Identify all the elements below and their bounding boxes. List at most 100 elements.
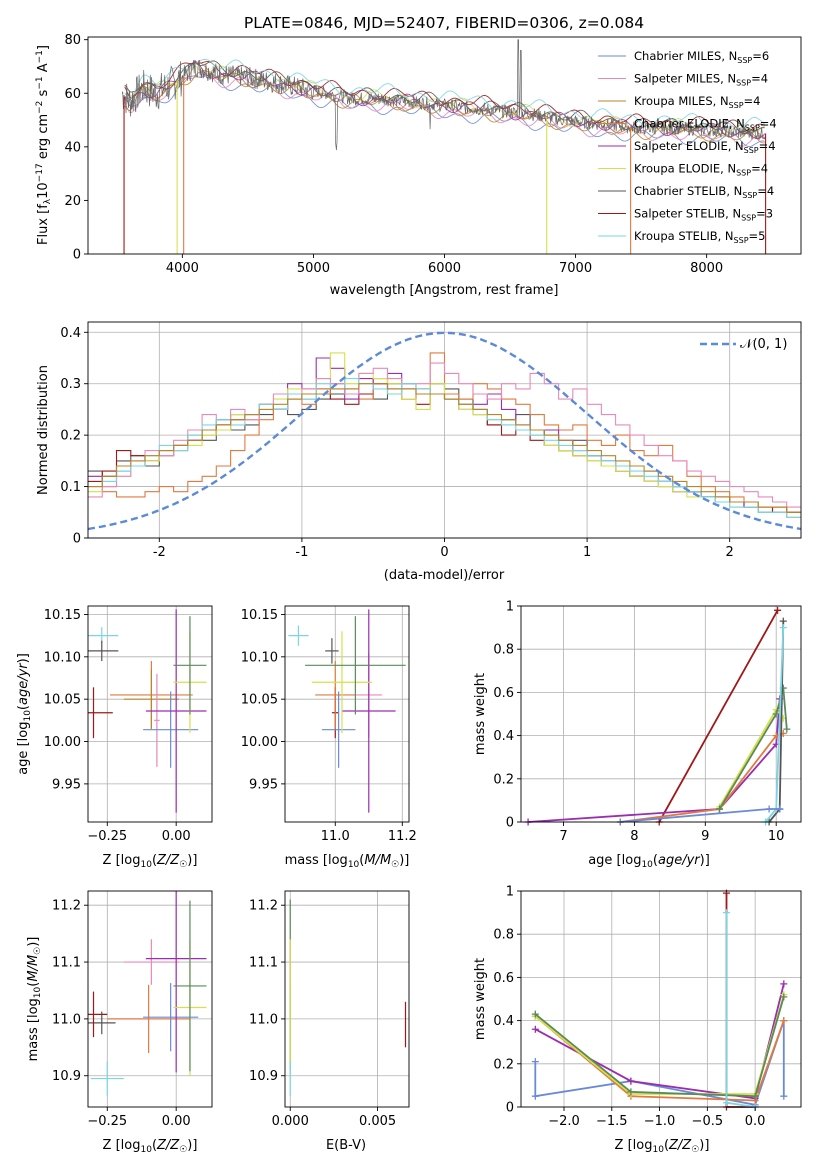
y-tick-label: 0.6 — [493, 686, 514, 701]
normal-reference-curve — [87, 331, 802, 531]
model-spectrum-line — [124, 74, 766, 147]
weight-marker — [772, 710, 780, 718]
y-tick-label: 11.1 — [249, 956, 278, 971]
y-tick-label: 0 — [506, 1101, 514, 1116]
age-vs-mass-panel: 11.0 11.2 9.95 10.00 10.05 10.10 10.15 — [241, 605, 417, 844]
x-tick-label: −0.25 — [87, 1114, 127, 1129]
x-tick-label: 0.000 — [272, 1114, 309, 1129]
errorbar-points — [288, 609, 406, 813]
weight-marker — [783, 725, 791, 733]
weight-vs-metallicity-panel: −2.0 −1.5 −1.0 −0.5 0.0 0 0.2 0.4 0.6 0.8 1 — [493, 885, 802, 1129]
y-tick-label: 10.05 — [241, 693, 278, 708]
y-tick-label: 1 — [506, 885, 514, 900]
errorbar-point — [341, 609, 396, 813]
errorbar-point — [325, 638, 339, 664]
x-tick-label: −0.25 — [87, 829, 127, 844]
weight-marker — [715, 805, 723, 813]
y-tick-label: 10.05 — [44, 693, 81, 708]
legend-label: Kroupa MILES, NSSP=4 — [634, 94, 760, 110]
errorbar-point — [107, 984, 190, 1053]
weight-marker — [779, 624, 787, 632]
x-tick-label: 10 — [768, 829, 785, 844]
histogram-steps — [87, 331, 802, 531]
weight-marker — [779, 617, 787, 625]
weight-marker — [627, 1088, 635, 1096]
weight-marker — [722, 1099, 730, 1107]
weight-marker — [531, 1025, 539, 1033]
weight-marker — [780, 980, 788, 988]
y-tick-label: 0.6 — [493, 971, 514, 986]
weight-z-xlabel: Z [log10(Z/Z☉)] — [615, 1138, 710, 1155]
x-tick-label: 7 — [559, 829, 567, 844]
legend-label: Chabrier MILES, NSSP=6 — [634, 49, 769, 65]
y-tick-label: 11.2 — [52, 899, 81, 914]
y-tick-label: 0.8 — [493, 643, 514, 658]
x-tick-label: 9 — [701, 829, 709, 844]
y-tick-label: 0.4 — [60, 326, 81, 341]
weight-line — [658, 609, 779, 823]
x-tick-label: 0 — [440, 545, 448, 560]
weight-marker — [776, 805, 784, 813]
y-tick-label: 80 — [64, 33, 81, 48]
errorbar-point — [143, 983, 199, 1052]
y-tick-label: 10.9 — [249, 1069, 278, 1084]
residual-histogram-panel: -2 -1 0 1 2 0 0.1 0.2 0.3 0.4 𝒩(0, 1) (data-model… — [36, 321, 802, 583]
model-spectrum-line — [124, 60, 766, 140]
y-tick-label: 10.10 — [241, 650, 278, 665]
x-tick-label: 8 — [630, 829, 638, 844]
weight-line — [725, 893, 756, 1108]
errorbar-point — [173, 900, 207, 1072]
y-tick-label: 10.9 — [52, 1069, 81, 1084]
mass-vs-ebv-panel: 0.000 0.005 10.9 11.0 11.1 11.2 — [249, 890, 410, 1129]
histogram-step-series — [88, 362, 801, 508]
y-tick-label: 0 — [73, 532, 81, 547]
x-tick-label: 11.0 — [321, 829, 350, 844]
panel-frame — [284, 605, 410, 823]
weight-line — [725, 912, 756, 1108]
x-tick-label: 5000 — [297, 261, 330, 276]
errorbar-point — [143, 691, 199, 768]
y-tick-label: 10.10 — [44, 650, 81, 665]
errorbar-point — [88, 640, 119, 662]
x-tick-label: −1.5 — [596, 1114, 628, 1129]
weight-marker — [780, 1092, 788, 1100]
errorbar-point — [145, 891, 207, 1073]
errorbar-points — [88, 891, 207, 1096]
y-tick-label: 11.0 — [52, 1012, 81, 1027]
y-tick-label: 0.4 — [493, 729, 514, 744]
y-tick-label: 0.1 — [60, 480, 81, 495]
histogram-step-series — [88, 383, 801, 513]
panel-frame — [520, 605, 802, 823]
weight-vs-age-panel: 7 8 9 10 0 0.2 0.4 0.6 0.8 1 — [493, 600, 802, 844]
x-tick-label: 4000 — [166, 261, 199, 276]
y-tick-label: 60 — [64, 87, 81, 102]
spectrum-y-label: Flux [fλ10−17 erg cm−2 s−1 A−1] — [35, 45, 53, 245]
y-tick-label: 0 — [506, 816, 514, 831]
mass-z-xlabel: Z [log10(Z/Z☉)] — [103, 1138, 198, 1155]
spectrum-panel: 4000 5000 6000 7000 8000 0 20 40 60 80 Chabrier M… — [35, 33, 802, 298]
x-tick-label: −0.5 — [692, 1114, 724, 1129]
panel-frame — [520, 890, 802, 1108]
y-tick-label: 1 — [506, 600, 514, 615]
errorbar-point — [145, 609, 207, 813]
legend-label: Chabrier STELIB, NSSP=4 — [634, 184, 774, 200]
x-tick-label: 0.005 — [359, 1114, 396, 1129]
y-tick-label: 20 — [64, 194, 81, 209]
errorbar-point — [123, 939, 179, 985]
weight-marker — [531, 1058, 539, 1066]
panel-frame — [284, 890, 410, 1108]
weight-marker — [627, 1077, 635, 1085]
errorbar-points — [289, 899, 407, 1096]
mass-vs-metallicity-panel: −0.25 0.00 10.9 11.0 11.1 11.2 — [52, 890, 213, 1129]
weight-z-ylabel: mass weight — [473, 958, 488, 1040]
x-tick-label: -2 — [153, 545, 166, 560]
histogram-ticks: -2 -1 0 1 2 0 0.1 0.2 0.3 0.4 — [60, 326, 734, 560]
y-tick-label: 40 — [64, 140, 81, 155]
spectrum-legend: Chabrier MILES, NSSP=6 Salpeter MILES, NS… — [598, 49, 777, 245]
weight-marker — [751, 1092, 759, 1100]
mass-z-ylabel: mass [log10(M/M☉)] — [26, 937, 43, 1062]
y-tick-label: 11.0 — [249, 1012, 278, 1027]
panel-frame — [87, 605, 213, 823]
y-tick-label: 0.2 — [493, 772, 514, 787]
